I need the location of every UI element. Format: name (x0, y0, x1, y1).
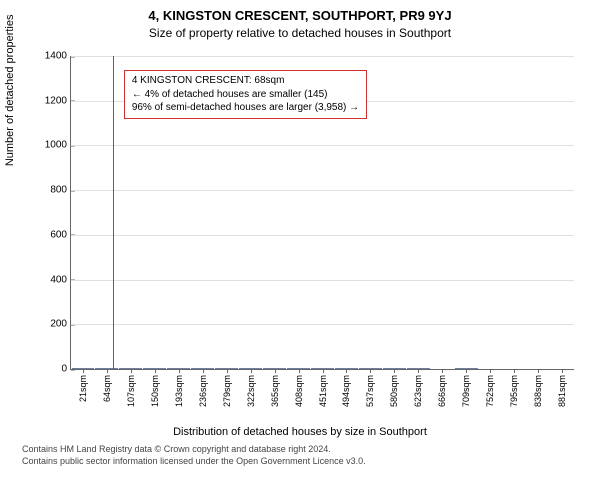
x-tick-mark (83, 369, 84, 373)
bar-slot: 451sqm (311, 368, 334, 369)
x-tick-mark (490, 369, 491, 373)
x-tick: 64sqm (102, 375, 112, 402)
plot-region: 21sqm64sqm107sqm150sqm193sqm236sqm279sqm… (70, 56, 574, 370)
grid-line (71, 145, 574, 146)
x-tick-mark (203, 369, 204, 373)
x-tick: 752sqm (485, 375, 495, 407)
attribution-line-1: Contains HM Land Registry data © Crown c… (22, 444, 586, 456)
x-tick-mark (251, 369, 252, 373)
x-tick-mark (562, 369, 563, 373)
x-tick: 322sqm (246, 375, 256, 407)
x-tick-mark (370, 369, 371, 373)
bar-slot: 537sqm (359, 368, 382, 369)
annotation-box: 4 KINGSTON CRESCENT: 68sqm← 4% of detach… (124, 70, 367, 119)
bar-slot: 408sqm (287, 368, 310, 369)
x-tick-mark (514, 369, 515, 373)
x-tick: 623sqm (413, 375, 423, 407)
x-tick-mark (131, 369, 132, 373)
y-tick: 1200 (45, 95, 71, 106)
y-axis-label: Number of detached properties (4, 15, 16, 167)
annotation-line: 96% of semi-detached houses are larger (… (132, 101, 359, 115)
bar-slot: 279sqm (215, 368, 238, 369)
bar-slot: 365sqm (263, 368, 286, 369)
grid-line (71, 190, 574, 191)
x-tick: 408sqm (294, 375, 304, 407)
x-tick: 881sqm (557, 375, 567, 407)
grid-line (71, 56, 574, 57)
x-tick-mark (323, 369, 324, 373)
bar-slot: 623sqm (407, 368, 430, 369)
x-tick-mark (466, 369, 467, 373)
marker-line (113, 56, 114, 369)
bar-slot: 322sqm (239, 368, 262, 369)
grid-line (71, 324, 574, 325)
x-axis-label: Distribution of detached houses by size … (14, 426, 586, 438)
grid-line (71, 235, 574, 236)
x-tick-mark (418, 369, 419, 373)
annotation-line: 4 KINGSTON CRESCENT: 68sqm (132, 74, 359, 88)
attribution: Contains HM Land Registry data © Crown c… (14, 444, 586, 467)
y-tick: 800 (50, 185, 71, 196)
bar-slot: 709sqm (455, 368, 478, 369)
bar-slot: 236sqm (191, 368, 214, 369)
x-tick-mark (107, 369, 108, 373)
x-tick: 451sqm (318, 375, 328, 407)
x-tick: 666sqm (437, 375, 447, 407)
y-tick: 200 (50, 319, 71, 330)
chart-subtitle: Size of property relative to detached ho… (14, 26, 586, 40)
x-tick: 193sqm (174, 375, 184, 407)
bar-slot: 150sqm (143, 368, 166, 369)
bar-slot: 193sqm (167, 368, 190, 369)
chart-title: 4, KINGSTON CRESCENT, SOUTHPORT, PR9 9YJ (14, 8, 586, 23)
x-tick: 236sqm (198, 375, 208, 407)
grid-line (71, 280, 574, 281)
x-tick-mark (275, 369, 276, 373)
chart-area: Number of detached properties 21sqm64sqm… (14, 46, 586, 426)
x-tick: 709sqm (461, 375, 471, 407)
x-tick-mark (299, 369, 300, 373)
x-tick: 107sqm (126, 375, 136, 407)
y-tick: 600 (50, 229, 71, 240)
y-tick: 0 (61, 364, 71, 375)
x-tick: 150sqm (150, 375, 160, 407)
y-tick: 1400 (45, 51, 71, 62)
attribution-line-2: Contains public sector information licen… (22, 456, 586, 468)
x-tick-mark (442, 369, 443, 373)
y-tick: 400 (50, 274, 71, 285)
x-tick: 795sqm (509, 375, 519, 407)
x-tick-mark (346, 369, 347, 373)
x-tick-mark (538, 369, 539, 373)
bar-slot: 107sqm (119, 368, 142, 369)
annotation-line: ← 4% of detached houses are smaller (145… (132, 88, 359, 102)
x-tick-mark (155, 369, 156, 373)
x-tick: 494sqm (341, 375, 351, 407)
bar-slot: 64sqm (95, 368, 118, 369)
x-tick: 365sqm (270, 375, 280, 407)
x-tick-mark (227, 369, 228, 373)
x-tick: 838sqm (533, 375, 543, 407)
bar-slot: 580sqm (383, 368, 406, 369)
x-tick: 580sqm (389, 375, 399, 407)
x-tick: 279sqm (222, 375, 232, 407)
x-tick: 537sqm (365, 375, 375, 407)
y-tick: 1000 (45, 140, 71, 151)
x-tick-mark (394, 369, 395, 373)
bar-slot: 494sqm (335, 368, 358, 369)
x-tick: 21sqm (78, 375, 88, 402)
x-tick-mark (179, 369, 180, 373)
